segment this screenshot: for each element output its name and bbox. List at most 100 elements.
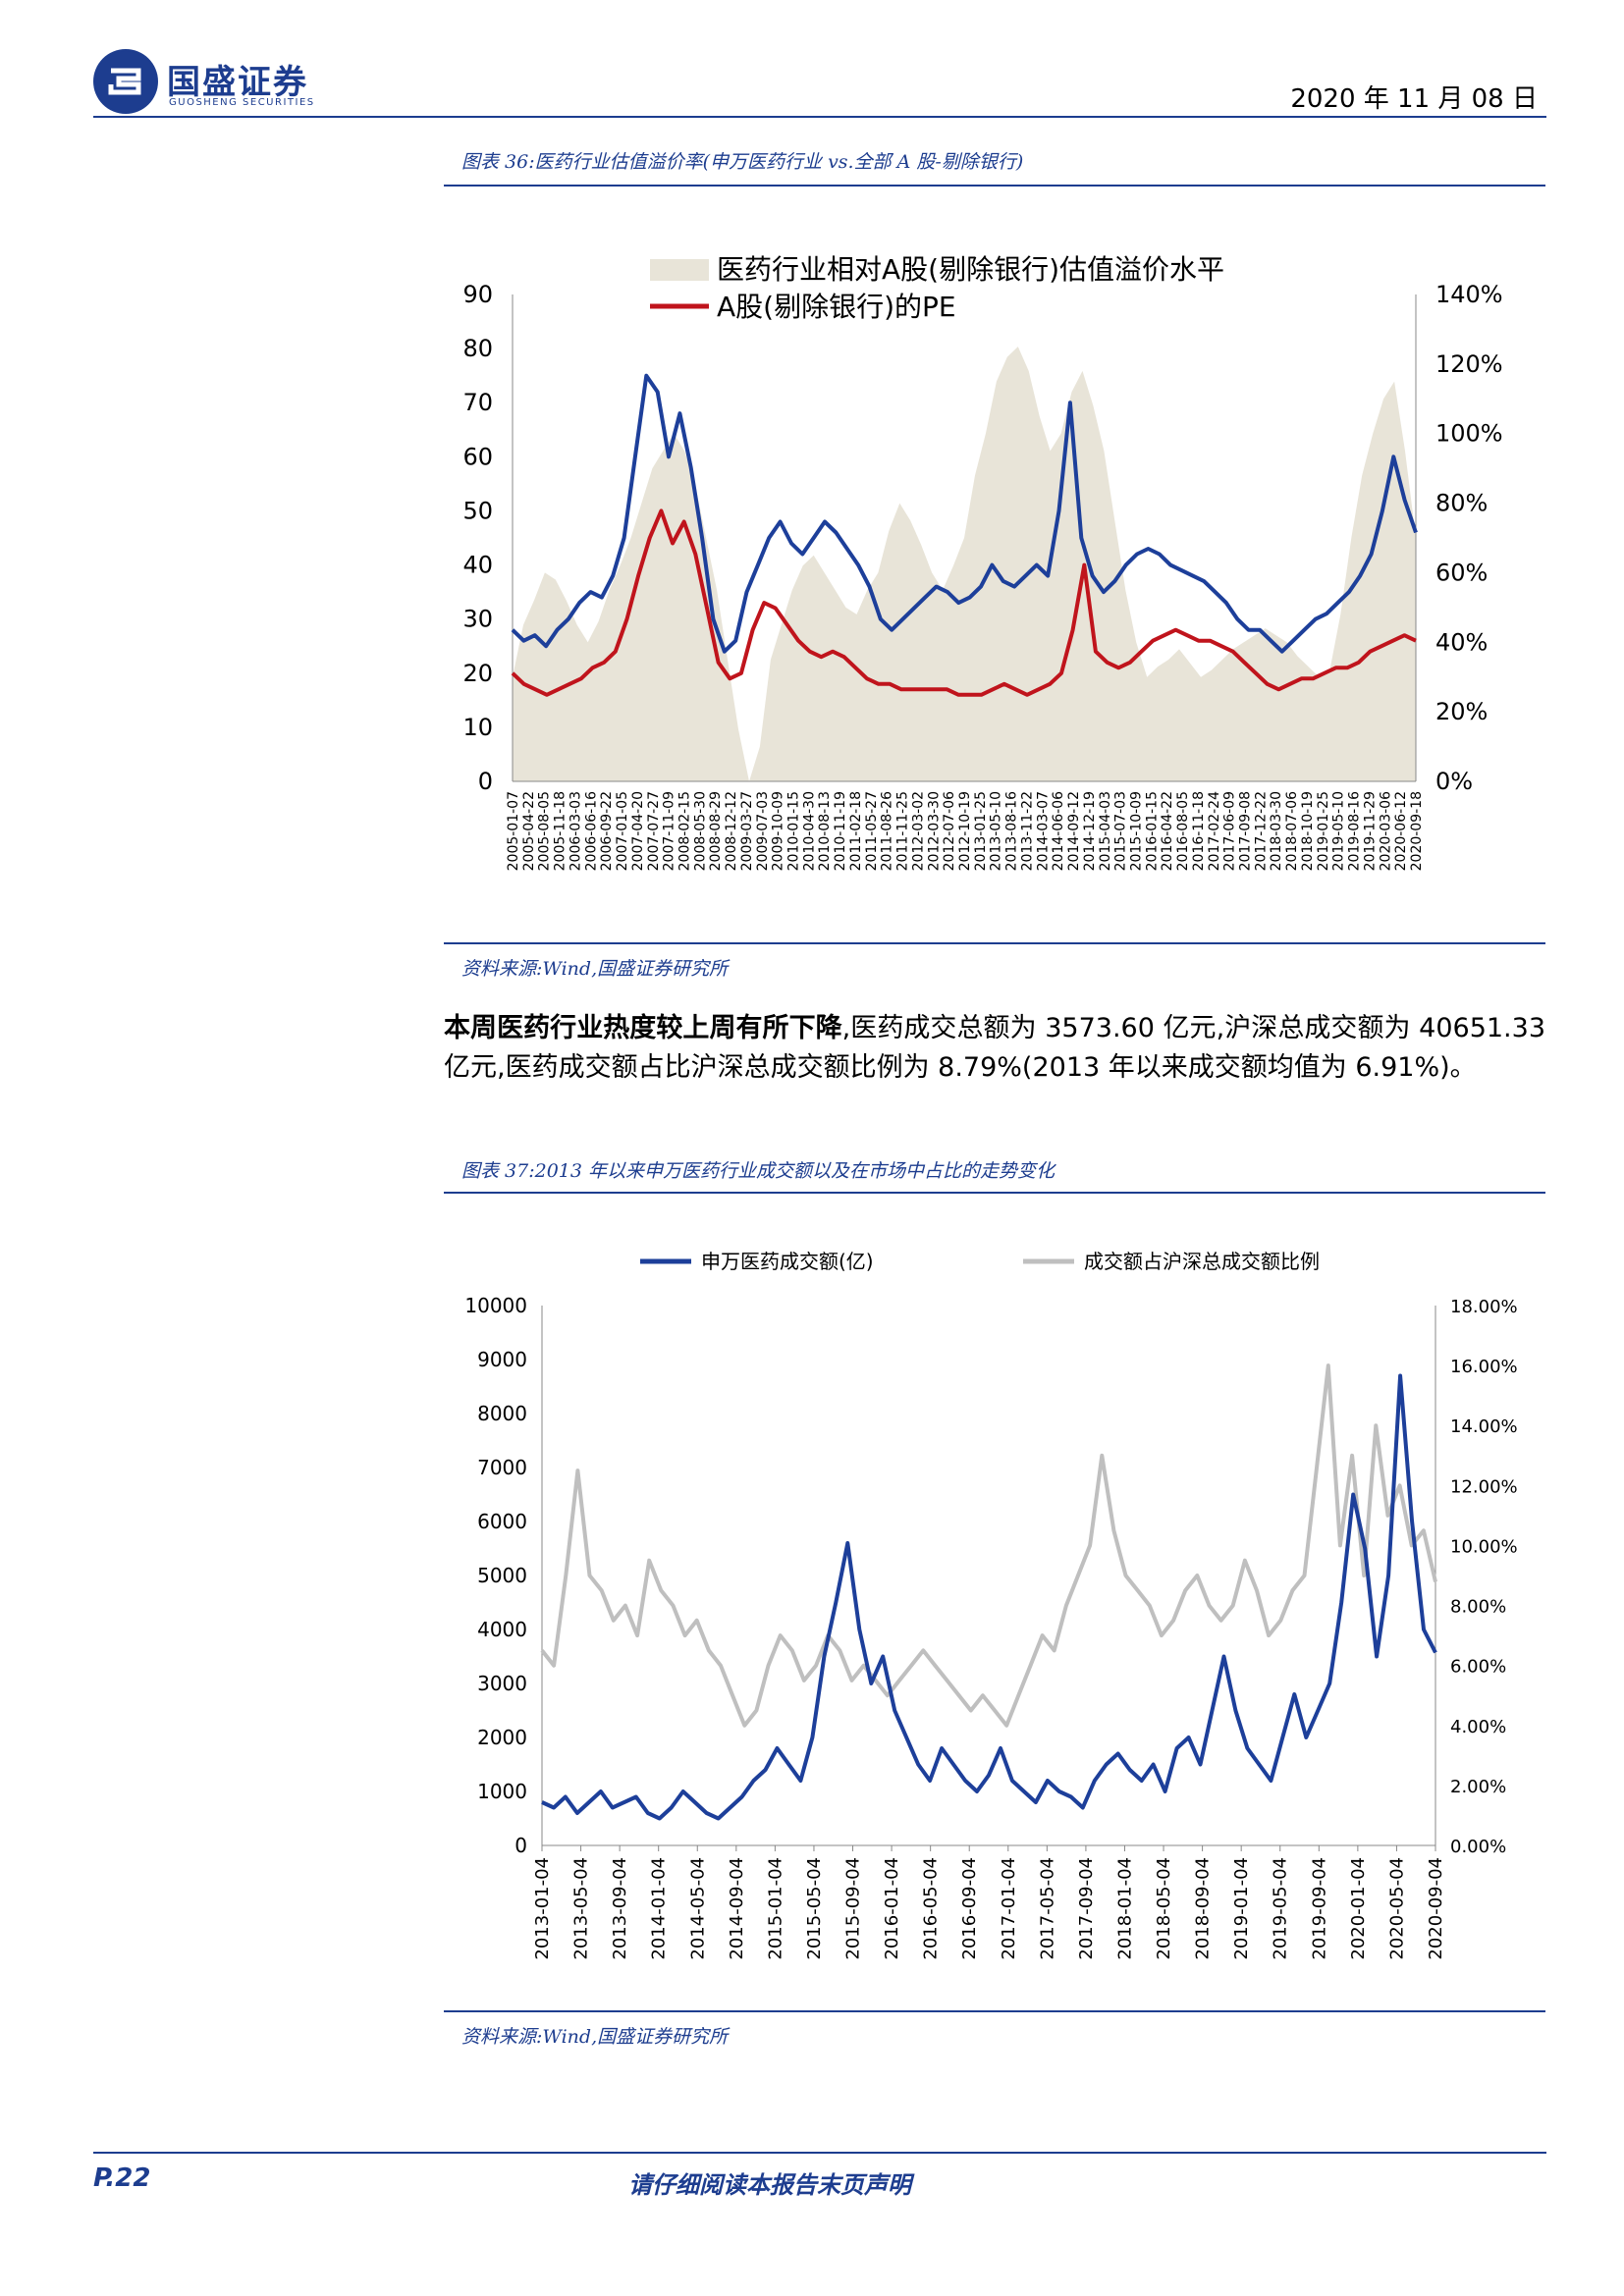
- x-tick-label: 2014-09-04: [727, 1857, 747, 1960]
- x-tick-label: 2019-08-16: [1347, 791, 1363, 871]
- report-date: 2020 年 11 月 08 日: [1290, 84, 1538, 114]
- summary-bold-lead: 本周医药行业热度较上周有所下降: [444, 1013, 842, 1043]
- summary-rest: ,医药成交总额为 3573.60 亿元,沪深总成交额为 40651.33 亿元,…: [444, 1013, 1545, 1083]
- y-right-tick-label: 10.00%: [1450, 1536, 1518, 1557]
- x-tick-label: 2007-11-09: [662, 791, 677, 871]
- y-right-tick-label: 4.00%: [1450, 1717, 1506, 1737]
- x-tick-label: 2018-05-04: [1154, 1857, 1174, 1960]
- x-tick-label: 2015-05-04: [804, 1857, 825, 1960]
- x-tick-label: 2007-01-05: [615, 791, 630, 871]
- y-right-tick-label: 120%: [1435, 350, 1503, 378]
- y-right-tick-label: 14.00%: [1450, 1416, 1518, 1437]
- x-tick-label: 2018-03-30: [1269, 791, 1284, 871]
- x-tick-label: 2016-04-22: [1160, 791, 1175, 871]
- x-tick-label: 2013-01-04: [532, 1857, 553, 1960]
- disclaimer-note: 请仔细阅读本报告末页声明: [628, 2170, 911, 2199]
- y-left-tick-label: 40: [462, 552, 493, 579]
- x-tick-label: 2014-01-04: [649, 1857, 670, 1960]
- x-tick-label: 2017-02-24: [1207, 791, 1222, 871]
- y-right-tick-label: 80%: [1435, 490, 1488, 517]
- legend-area-label: 医药行业相对A股(剔除银行)估值溢价水平: [717, 253, 1224, 286]
- y-right-tick-label: 6.00%: [1450, 1657, 1506, 1678]
- x-tick-label: 2019-01-04: [1231, 1857, 1252, 1960]
- y-left-tick-label: 60: [462, 443, 493, 470]
- x-tick-label: 2017-09-04: [1076, 1857, 1097, 1960]
- y-right-tick-label: 0%: [1435, 768, 1473, 795]
- x-tick-label: 2015-09-04: [843, 1857, 864, 1960]
- figure-37-top-rule: [444, 1192, 1545, 1194]
- y-left-tick-label: 20: [462, 660, 493, 687]
- x-tick-label: 2007-07-27: [646, 791, 662, 871]
- logo-english-name: GUOSHENG SECURITIES: [169, 97, 315, 108]
- x-tick-label: 2009-10-09: [771, 791, 786, 871]
- x-tick-label: 2011-02-18: [848, 791, 864, 871]
- y-left-tick-label: 0: [478, 768, 493, 795]
- x-tick-label: 2005-11-18: [553, 791, 568, 871]
- y-right-tick-label: 0.00%: [1450, 1837, 1506, 1857]
- y-left-tick-label: 30: [462, 606, 493, 633]
- x-tick-label: 2016-01-04: [882, 1857, 902, 1960]
- figure-36-top-rule: [444, 185, 1545, 187]
- x-tick-label: 2010-04-30: [801, 791, 817, 871]
- x-tick-label: 2019-05-10: [1331, 791, 1347, 871]
- y-left-tick-label: 9000: [477, 1348, 527, 1371]
- x-tick-label: 2005-08-05: [537, 791, 553, 871]
- y-left-tick-label: 10: [462, 714, 493, 741]
- legend-ratio-label: 成交额占沪深总成交额比例: [1084, 1250, 1320, 1273]
- x-tick-label: 2009-07-03: [755, 791, 771, 871]
- pharma-pe-line: [511, 373, 1418, 654]
- x-tick-label: 2015-04-03: [1098, 791, 1113, 871]
- x-tick-label: 2020-09-18: [1409, 791, 1425, 871]
- x-tick-label: 2014-05-04: [687, 1857, 708, 1960]
- x-tick-label: 2010-11-19: [833, 791, 848, 871]
- x-tick-label: 2017-05-04: [1037, 1857, 1057, 1960]
- logo-name: 国盛证券: [167, 63, 308, 102]
- figure-37-source: 资料来源:Wind,国盛证券研究所: [461, 2026, 729, 2048]
- x-tick-label: 2012-03-02: [910, 791, 926, 871]
- x-tick-label: 2014-09-12: [1066, 791, 1082, 871]
- x-tick-label: 2006-03-03: [568, 791, 583, 871]
- header-rule: [93, 116, 1546, 118]
- y-right-tick-label: 100%: [1435, 420, 1503, 448]
- x-tick-label: 2020-03-06: [1378, 791, 1393, 871]
- x-tick-label: 2008-08-29: [708, 791, 724, 871]
- figure-37-bottom-rule: [444, 2010, 1545, 2012]
- x-tick-label: 2013-08-16: [1004, 791, 1020, 871]
- x-tick-label: 2012-03-30: [926, 791, 942, 871]
- x-tick-label: 2013-05-10: [989, 791, 1004, 871]
- y-left-tick-label: 80: [462, 335, 493, 362]
- y-left-tick-label: 70: [462, 389, 493, 416]
- y-left-tick-label: 10000: [464, 1294, 527, 1317]
- legend-turnover-label: 申万医药成交额(亿): [701, 1250, 874, 1273]
- x-tick-label: 2005-04-22: [521, 791, 537, 871]
- y-left-tick-label: 50: [462, 497, 493, 524]
- y-left-tick-label: 2000: [477, 1726, 527, 1749]
- x-tick-label: 2020-05-04: [1386, 1857, 1407, 1960]
- y-left-tick-label: 6000: [477, 1510, 527, 1533]
- premium-area: [513, 347, 1416, 781]
- turnover-line: [541, 1373, 1437, 1821]
- x-tick-label: 2013-01-25: [973, 791, 989, 871]
- y-left-tick-label: 5000: [477, 1564, 527, 1587]
- x-tick-label: 2018-07-06: [1284, 791, 1300, 871]
- y-left-tick-label: 1000: [477, 1780, 527, 1803]
- x-tick-label: 2007-04-20: [630, 791, 646, 871]
- y-left-tick-label: 90: [462, 281, 493, 308]
- y-right-tick-label: 8.00%: [1450, 1597, 1506, 1618]
- x-tick-label: 2013-09-04: [610, 1857, 630, 1960]
- y-left-tick-label: 3000: [477, 1672, 527, 1695]
- x-tick-label: 2020-06-12: [1393, 791, 1409, 871]
- x-tick-label: 2009-03-27: [739, 791, 755, 871]
- figure-36-source: 资料来源:Wind,国盛证券研究所: [461, 958, 729, 980]
- y-right-tick-label: 140%: [1435, 281, 1503, 308]
- x-tick-label: 2006-06-16: [583, 791, 599, 871]
- x-tick-label: 2006-09-22: [599, 791, 615, 871]
- y-left-tick-label: 8000: [477, 1402, 527, 1425]
- x-tick-label: 2013-11-22: [1019, 791, 1035, 871]
- figure-36-chart: 0 10 20 30 40 50 60 70 80 90 0% 20% 40% 60% 80% 100% 120…: [462, 253, 1503, 871]
- a-share-pe-line: [511, 508, 1417, 697]
- x-tick-label: 2018-09-04: [1193, 1857, 1214, 1960]
- x-tick-label: 2016-05-04: [921, 1857, 942, 1960]
- x-tick-label: 2014-06-06: [1051, 791, 1066, 871]
- footer-rule: [93, 2152, 1546, 2154]
